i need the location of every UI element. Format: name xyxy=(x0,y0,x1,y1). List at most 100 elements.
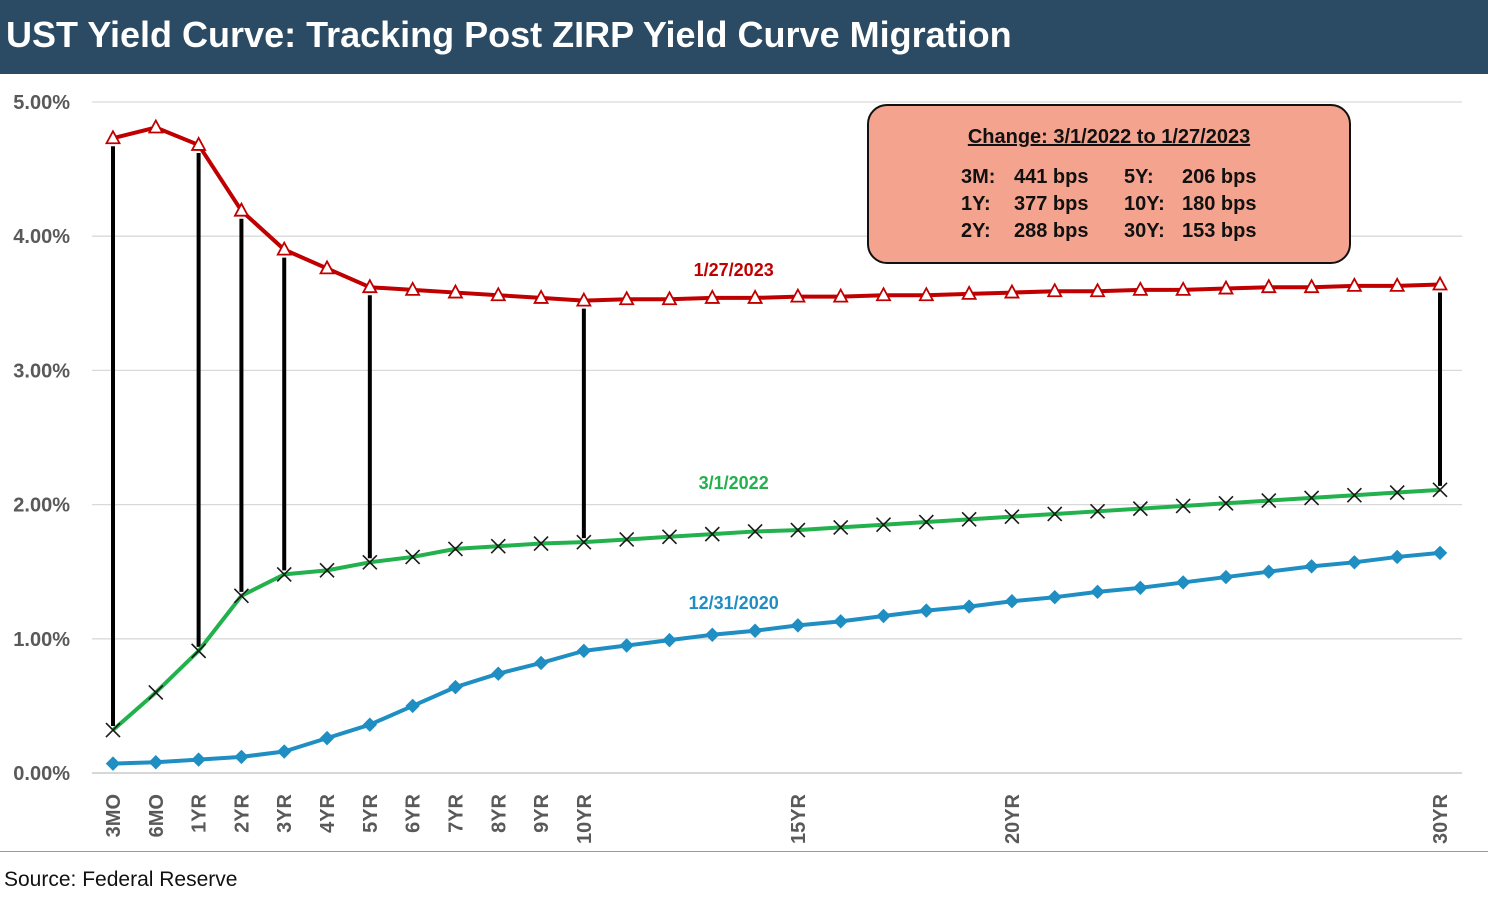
y-tick-label: 0.00% xyxy=(13,763,70,785)
diamond-marker xyxy=(1047,589,1062,605)
x-tick-label: 8YR xyxy=(488,793,510,832)
callout-label: 3M: xyxy=(961,166,996,188)
triangle-marker xyxy=(1217,279,1234,295)
callout-value: 153 bps xyxy=(1182,220,1257,242)
diamond-marker xyxy=(1261,564,1276,579)
diamond-marker xyxy=(576,643,592,659)
x-marker xyxy=(319,562,335,578)
callout-value: 206 bps xyxy=(1182,166,1257,188)
diamond-marker xyxy=(1133,580,1148,596)
triangle-marker xyxy=(832,287,849,303)
triangle-marker xyxy=(747,289,764,304)
diamond-marker xyxy=(662,632,677,648)
x-tick-label: 20YR xyxy=(1002,793,1024,844)
diamond-marker xyxy=(1347,555,1362,570)
chart-title: UST Yield Curve: Tracking Post ZIRP Yiel… xyxy=(6,14,1012,55)
x-marker xyxy=(576,534,592,550)
title-bar: UST Yield Curve: Tracking Post ZIRP Yiel… xyxy=(0,0,1488,74)
y-tick-label: 5.00% xyxy=(13,92,70,114)
x-marker xyxy=(661,529,678,545)
diamond-marker xyxy=(277,744,292,759)
triangle-marker xyxy=(661,290,678,306)
triangle-marker xyxy=(319,259,336,275)
callout-title: Change: 3/1/2022 to 1/27/2023 xyxy=(967,126,1251,148)
callout-value: 288 bps xyxy=(1014,220,1089,242)
triangle-marker xyxy=(1089,282,1106,298)
x-marker xyxy=(105,722,121,738)
triangle-marker xyxy=(233,201,250,217)
triangle-marker xyxy=(276,240,293,256)
diamond-marker xyxy=(705,627,720,642)
x-marker xyxy=(1175,498,1191,514)
x-marker xyxy=(1304,490,1320,506)
x-marker xyxy=(233,588,249,604)
triangle-marker xyxy=(618,290,635,306)
x-marker xyxy=(447,541,464,557)
series-label: 1/27/2023 xyxy=(694,260,774,280)
x-tick-label: 30YR xyxy=(1430,793,1452,844)
x-marker xyxy=(833,519,849,535)
x-tick-label: 7YR xyxy=(445,793,467,832)
y-tick-label: 1.00% xyxy=(13,629,70,651)
x-tick-label: 5YR xyxy=(360,793,382,832)
x-marker xyxy=(1089,503,1106,519)
x-marker xyxy=(1432,482,1448,498)
series-label: 12/31/2020 xyxy=(689,593,779,613)
triangle-marker xyxy=(1431,275,1449,291)
triangle-marker xyxy=(490,286,507,302)
diamond-marker xyxy=(1389,549,1405,565)
x-tick-label: 15YR xyxy=(788,793,810,844)
callout-label: 5Y: xyxy=(1124,166,1154,188)
x-marker xyxy=(1389,484,1405,501)
callout-row: 3M: 441 bps 5Y: 206 bps xyxy=(869,166,1349,192)
y-tick-label: 4.00% xyxy=(13,226,70,248)
source-divider xyxy=(0,851,1488,852)
diamond-marker xyxy=(319,730,335,746)
triangle-marker xyxy=(1346,276,1363,292)
x-tick-label: 1YR xyxy=(189,793,211,832)
diamond-marker xyxy=(148,755,164,770)
x-tick-label: 10YR xyxy=(574,793,596,844)
diamond-marker xyxy=(919,603,934,618)
x-marker xyxy=(747,523,763,540)
x-tick-label: 6MO xyxy=(146,794,168,837)
triangle-marker xyxy=(1132,280,1149,296)
change-callout: Change: 3/1/2022 to 1/27/2023 3M: 441 bp… xyxy=(867,104,1351,264)
triangle-marker xyxy=(361,278,378,294)
callout-label: 10Y: xyxy=(1124,193,1165,215)
diamond-marker xyxy=(362,717,378,732)
triangle-marker xyxy=(789,287,806,303)
x-tick-label: 6YR xyxy=(403,793,425,832)
source-note: Source: Federal Reserve xyxy=(4,868,238,891)
x-marker xyxy=(918,514,934,530)
triangle-marker xyxy=(1175,280,1192,296)
x-tick-label: 3MO xyxy=(103,794,125,837)
x-tick-label: 2YR xyxy=(231,793,253,832)
triangle-marker xyxy=(1046,282,1063,298)
x-marker xyxy=(1346,487,1362,503)
callout-label: 30Y: xyxy=(1124,220,1165,242)
x-marker xyxy=(1047,506,1063,522)
diamond-marker xyxy=(876,608,891,624)
x-tick-label: 9YR xyxy=(531,793,553,832)
diamond-marker xyxy=(747,623,763,638)
triangle-marker xyxy=(1303,278,1320,294)
x-marker xyxy=(790,522,806,538)
x-marker xyxy=(148,684,164,701)
y-tick-label: 2.00% xyxy=(13,495,70,517)
x-marker xyxy=(191,643,207,659)
diamond-marker xyxy=(1218,569,1234,585)
diamond-marker xyxy=(833,614,848,629)
series-label: 3/1/2022 xyxy=(699,473,769,493)
diamond-marker xyxy=(1175,575,1191,590)
callout-value: 180 bps xyxy=(1182,193,1257,215)
triangle-marker xyxy=(104,129,122,145)
x-marker xyxy=(405,549,421,565)
x-tick-label: 4YR xyxy=(317,793,339,832)
diamond-marker xyxy=(1004,594,1020,609)
x-marker xyxy=(1132,501,1148,517)
diamond-marker xyxy=(405,698,420,714)
x-marker xyxy=(362,554,378,570)
x-marker xyxy=(961,511,977,527)
diamond-marker xyxy=(790,618,806,633)
